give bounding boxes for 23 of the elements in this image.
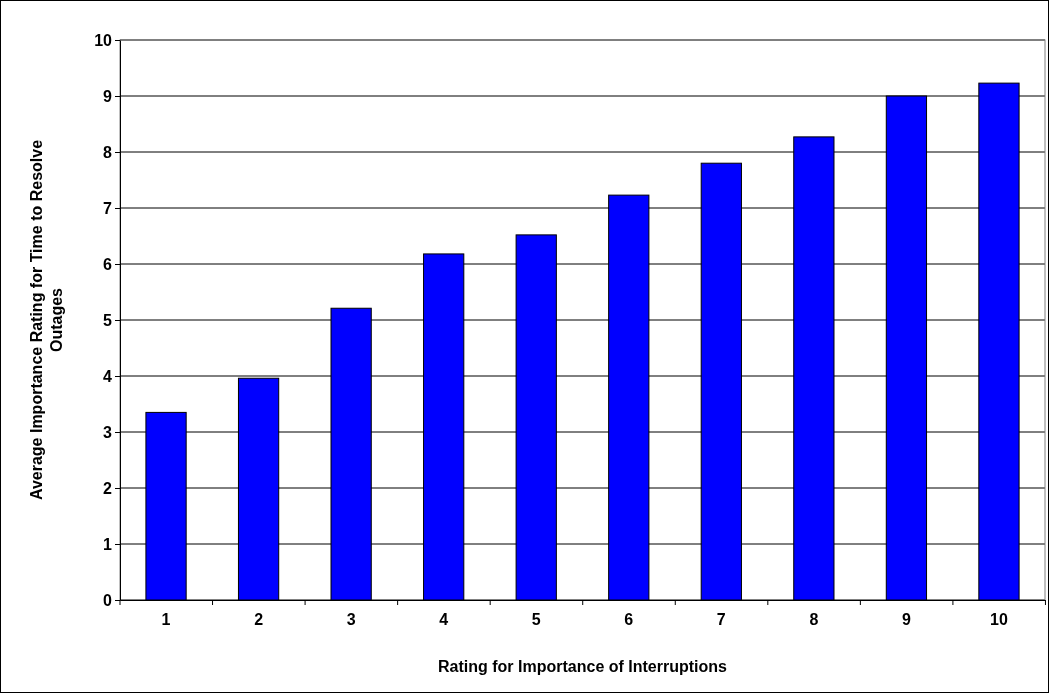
y-tick-label: 5 bbox=[103, 311, 113, 329]
y-tick-label: 0 bbox=[103, 591, 113, 609]
x-tick-label: 6 bbox=[624, 611, 634, 629]
x-tick-label: 5 bbox=[531, 611, 541, 629]
x-tick-label: 1 bbox=[161, 611, 171, 629]
x-tick-label: 9 bbox=[901, 611, 911, 629]
x-tick-label: 4 bbox=[439, 611, 449, 629]
y-tick-label: 6 bbox=[103, 255, 113, 273]
x-tick-label: 2 bbox=[254, 611, 264, 629]
x-tick-label: 10 bbox=[990, 611, 1008, 629]
x-tick-label: 8 bbox=[809, 611, 819, 629]
y-tick-label: 1 bbox=[103, 535, 113, 553]
y-axis-title: Average Importance Rating for Time to Resolve Outages bbox=[28, 139, 65, 501]
x-axis-title: Rating for Importance of Interruptions bbox=[438, 658, 728, 675]
x-tick-label: 7 bbox=[716, 611, 726, 629]
y-tick-label: 3 bbox=[103, 423, 113, 441]
x-tick-label: 3 bbox=[346, 611, 356, 629]
y-tick-label: 9 bbox=[103, 87, 113, 105]
y-tick-label: 10 bbox=[94, 31, 113, 49]
y-tick-label: 8 bbox=[103, 143, 113, 161]
y-tick-label: 7 bbox=[103, 199, 113, 217]
y-tick-label: 4 bbox=[103, 367, 113, 385]
y-tick-label: 2 bbox=[103, 479, 113, 497]
